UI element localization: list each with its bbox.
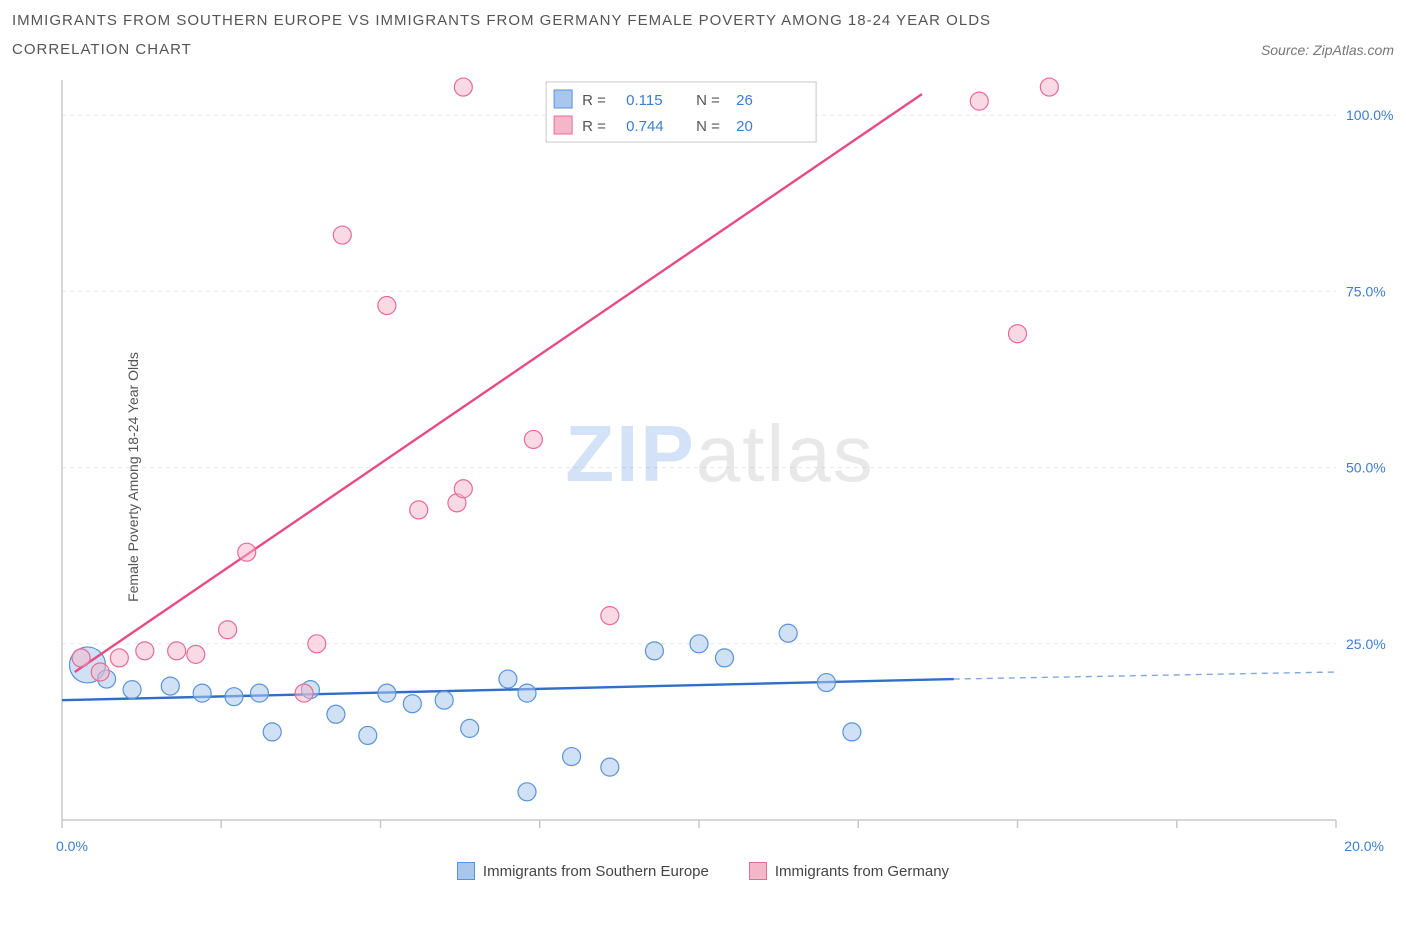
legend: Immigrants from Southern Europe Immigrant… [12,862,1394,880]
svg-text:25.0%: 25.0% [1346,636,1386,652]
svg-text:50.0%: 50.0% [1346,460,1386,476]
chart-title: IMMIGRANTS FROM SOUTHERN EUROPE VS IMMIG… [12,12,991,29]
svg-text:R =: R = [582,92,606,109]
svg-text:R =: R = [582,118,606,135]
x-axis-ticks: 0.0%20.0% [56,838,1384,854]
svg-text:N =: N = [696,118,720,135]
svg-text:0.744: 0.744 [626,118,664,135]
svg-text:100.0%: 100.0% [1346,107,1393,123]
source-label: Source: ZipAtlas.com [1261,42,1394,58]
svg-text:0.115: 0.115 [626,92,662,109]
chart-subtitle: CORRELATION CHART [12,41,192,58]
svg-text:20: 20 [736,118,753,135]
svg-text:75.0%: 75.0% [1346,283,1386,299]
svg-text:N =: N = [696,92,720,109]
legend-item: Immigrants from Southern Europe [457,862,709,880]
scatter-plot: 25.0% 50.0% 75.0% 100.0% R = 0.115 N = 26 R = 0.7… [56,74,1396,834]
legend-item: Immigrants from Germany [749,862,949,880]
svg-text:26: 26 [736,92,753,109]
